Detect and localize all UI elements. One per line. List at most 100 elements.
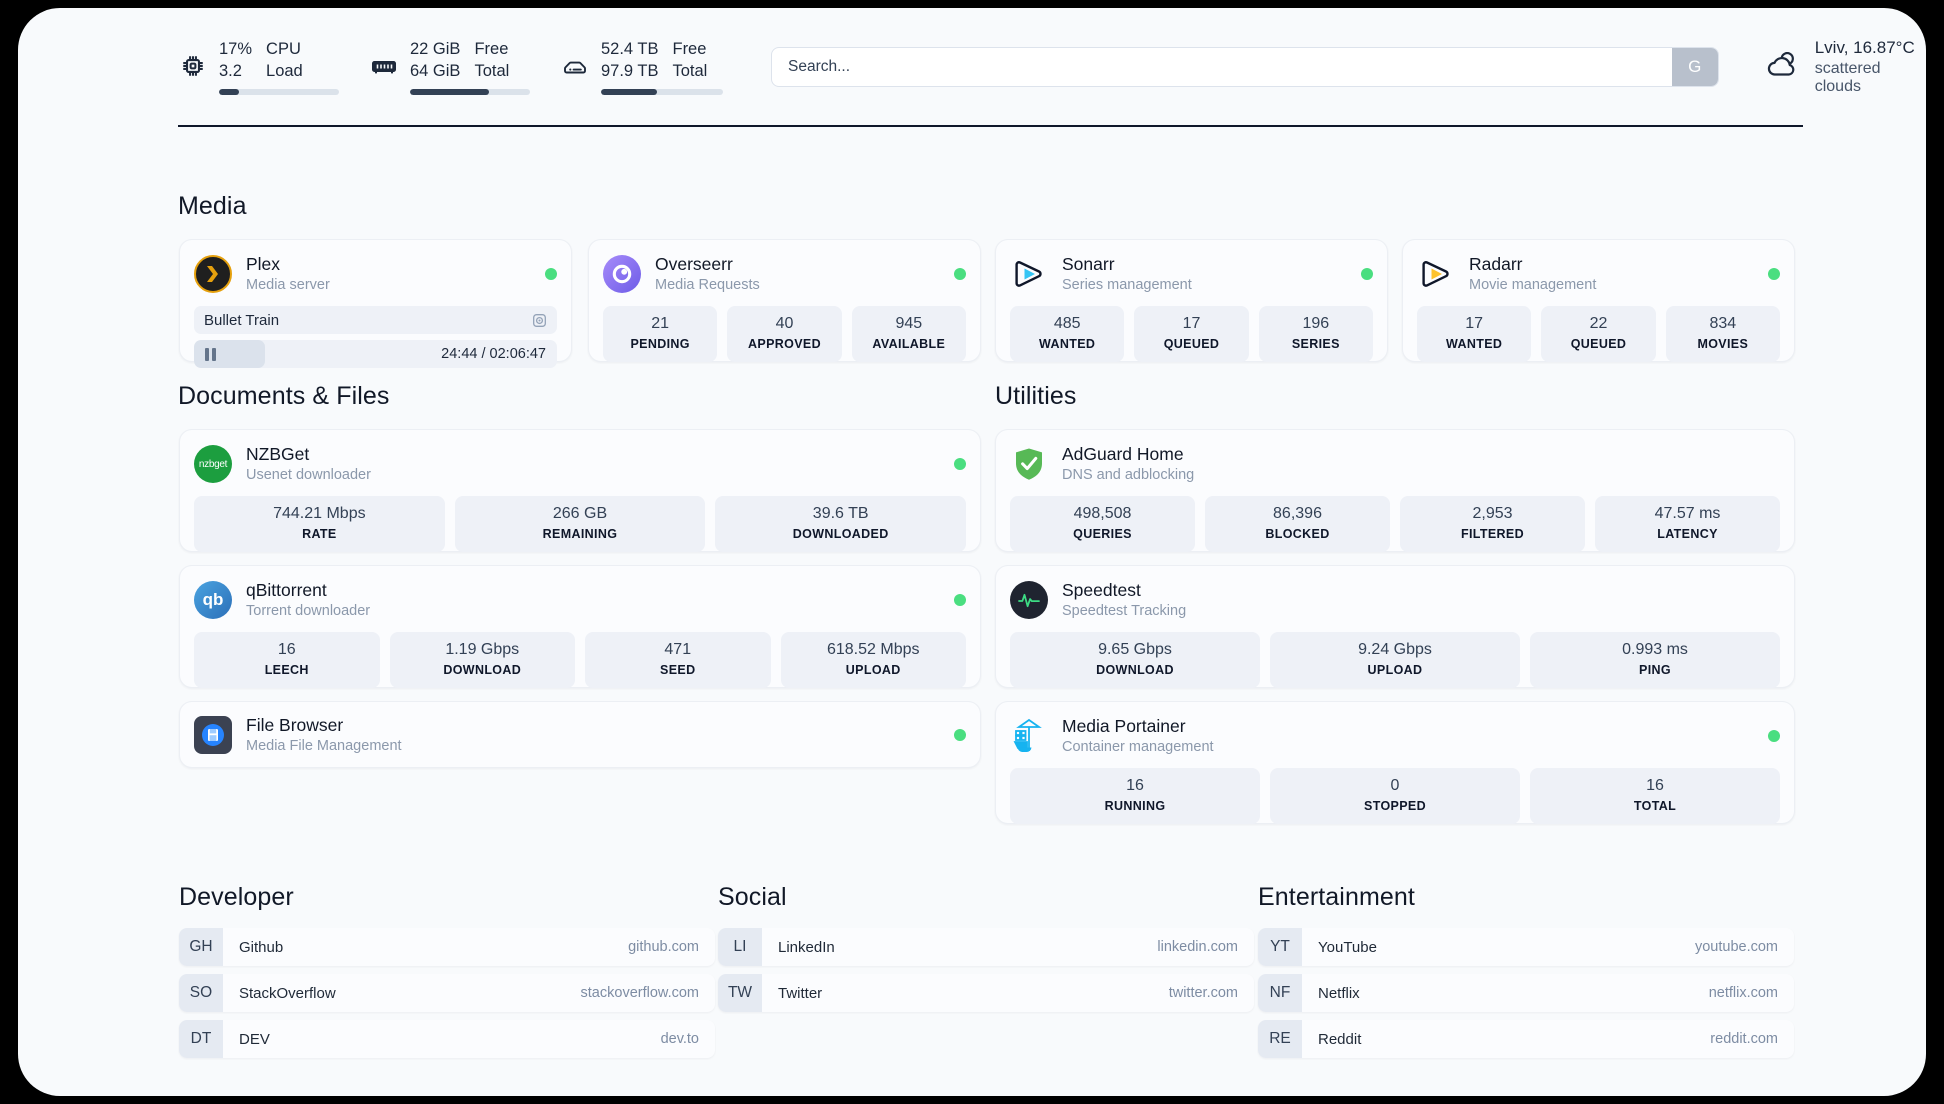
portainer-stopped-value: 0 (1390, 777, 1400, 794)
dev-url: dev.to (660, 1031, 699, 1047)
overseerr-approved-label: APPROVED (748, 337, 821, 351)
portainer-stats: 16 RUNNING 0 STOPPED 16 TOTAL (1010, 768, 1780, 824)
plex-progress-bar[interactable]: 24:44 / 02:06:47 (194, 340, 557, 368)
speedtest-upload-value: 9.24 Gbps (1358, 641, 1432, 658)
stat-latency: 47.57 ms LATENCY (1595, 496, 1780, 552)
portainer-name: Media Portainer (1062, 716, 1186, 736)
netflix-url: netflix.com (1708, 985, 1778, 1001)
stat-approved: 40 APPROVED (727, 306, 842, 362)
filebrowser-icon (194, 715, 232, 754)
bookmark-twitter[interactable]: TW Twitter twitter.com (718, 974, 1254, 1012)
plex-now-playing-title: Bullet Train (204, 311, 280, 329)
card-speedtest[interactable]: Speedtest Speedtest Tracking 9.65 Gbps D… (995, 565, 1795, 688)
qbittorrent-leech-value: 16 (277, 641, 296, 658)
disk-total-label: Total (672, 62, 708, 80)
stat-ping: 0.993 ms PING (1530, 632, 1780, 688)
bookmark-stackoverflow[interactable]: SO StackOverflow stackoverflow.com (179, 974, 715, 1012)
social-title: Social (718, 883, 787, 911)
search-input[interactable] (772, 48, 1672, 86)
documents-section-title-wrap: Documents & Files (178, 382, 390, 411)
dashboard-page: 17% 3.2 CPU Load (18, 8, 1926, 1096)
card-sonarr[interactable]: Sonarr Series management 485 WANTED 17 Q… (995, 239, 1388, 362)
stackoverflow-url: stackoverflow.com (580, 985, 699, 1001)
card-radarr[interactable]: Radarr Movie management 17 WANTED 22 QUE… (1402, 239, 1795, 362)
sonarr-stats: 485 WANTED 17 QUEUED 196 SERIES (1010, 306, 1373, 362)
bookmark-youtube[interactable]: YT YouTube youtube.com (1258, 928, 1794, 966)
search-engine-button[interactable]: G (1671, 48, 1718, 86)
overseerr-text: Overseerr Media Requests (655, 253, 760, 295)
sonarr-status-dot (1361, 268, 1373, 280)
portainer-running-label: RUNNING (1104, 799, 1166, 813)
bookmark-dev[interactable]: DT DEV dev.to (179, 1020, 715, 1058)
youtube-badge: YT (1258, 928, 1302, 966)
social-list: LI LinkedIn linkedin.com TW Twitter twit… (718, 928, 1254, 1012)
netflix-name: Netflix (1318, 984, 1360, 1002)
adguard-latency-label: LATENCY (1657, 527, 1718, 541)
radarr-movies-value: 834 (1709, 315, 1737, 332)
youtube-url: youtube.com (1694, 939, 1778, 955)
nzbget-stats: 744.21 Mbps RATE 266 GB REMAINING 39.6 T… (194, 496, 967, 552)
plex-desc: Media server (246, 277, 330, 293)
radarr-queued-label: QUEUED (1570, 337, 1627, 351)
adguard-blocked-label: BLOCKED (1265, 527, 1330, 541)
overseerr-approved-value: 40 (775, 315, 794, 332)
qbittorrent-download-value: 1.19 Gbps (445, 641, 520, 658)
linkedin-name: LinkedIn (778, 938, 835, 956)
card-filebrowser[interactable]: File Browser Media File Management (179, 701, 981, 768)
stat-series: 196 SERIES (1258, 306, 1373, 362)
stackoverflow-name: StackOverflow (239, 984, 336, 1002)
search-bar[interactable]: G (771, 47, 1719, 87)
filebrowser-status-dot (954, 728, 966, 741)
media-section-title-wrap: Media (178, 192, 247, 221)
weather-description: scattered clouds (1814, 60, 1881, 95)
cloud-icon (1763, 52, 1801, 82)
weather-widget: Lviv, 16.87°C scattered clouds (1763, 38, 1926, 96)
card-portainer[interactable]: Media Portainer Container management 16 … (995, 701, 1795, 824)
disk-widget-body: 52.4 TB 97.9 TB Free Total (601, 39, 723, 95)
stat-downloaded: 39.6 TB DOWNLOADED (715, 496, 967, 552)
sonarr-series-value: 196 (1302, 315, 1330, 332)
sonarr-wanted-value: 485 (1053, 315, 1081, 332)
nzbget-rate-value: 744.21 Mbps (273, 505, 366, 522)
card-overseerr[interactable]: Overseerr Media Requests 21 PENDING 40 A… (588, 239, 981, 362)
bookmark-linkedin[interactable]: LI LinkedIn linkedin.com (718, 928, 1254, 966)
overseerr-stats: 21 PENDING 40 APPROVED 945 AVAILABLE (603, 306, 966, 362)
stat-stopped: 0 STOPPED (1270, 768, 1520, 824)
card-nzbget[interactable]: nzbget NZBGet Usenet downloader 744.21 M… (179, 429, 981, 552)
card-adguard[interactable]: AdGuard Home DNS and adblocking 498,508 … (995, 429, 1795, 552)
memory-free-label: Free (474, 40, 509, 58)
nzbget-header: nzbget NZBGet Usenet downloader (194, 443, 966, 485)
overseerr-pending-label: PENDING (630, 337, 690, 351)
card-qbittorrent[interactable]: qb qBittorrent Torrent downloader 16 LEE… (179, 565, 981, 688)
adguard-blocked-value: 86,396 (1273, 505, 1322, 522)
stat-filtered: 2,953 FILTERED (1400, 496, 1585, 552)
speedtest-stats: 9.65 Gbps DOWNLOAD 9.24 Gbps UPLOAD 0.99… (1010, 632, 1780, 688)
stat-total: 16 TOTAL (1530, 768, 1780, 824)
bookmark-netflix[interactable]: NF Netflix netflix.com (1258, 974, 1794, 1012)
bookmark-github[interactable]: GH Github github.com (179, 928, 715, 966)
overseerr-available-value: 945 (895, 315, 923, 332)
adguard-shield-icon (1010, 445, 1048, 483)
cast-icon[interactable] (532, 313, 547, 328)
developer-list: GH Github github.com SO StackOverflow st… (179, 928, 715, 1058)
entertainment-list: YT YouTube youtube.com NF Netflix netfli… (1258, 928, 1794, 1058)
bookmark-reddit[interactable]: RE Reddit reddit.com (1258, 1020, 1794, 1058)
stat-upload: 618.52 Mbps UPLOAD (780, 632, 966, 688)
adguard-queries-label: QUERIES (1073, 527, 1132, 541)
overseerr-desc: Media Requests (655, 277, 760, 293)
qbittorrent-seed-label: SEED (660, 663, 696, 677)
overseerr-pending-value: 21 (651, 315, 670, 332)
portainer-status-dot (1768, 730, 1780, 742)
filebrowser-desc: Media File Management (246, 737, 402, 754)
pause-icon[interactable] (205, 347, 216, 361)
disk-usage-bar (601, 89, 723, 95)
qbittorrent-upload-label: UPLOAD (845, 663, 901, 677)
stackoverflow-badge: SO (179, 974, 223, 1012)
disk-free-label: Free (672, 40, 707, 58)
bookmark-group-developer: Developer GH Github github.com SO StackO… (179, 883, 715, 1058)
qbittorrent-text: qBittorrent Torrent downloader (246, 579, 370, 621)
card-plex[interactable]: Plex Media server Bullet Train 24:44 / 0… (179, 239, 572, 368)
memory-widget: 22 GiB 64 GiB Free Total (369, 39, 530, 95)
adguard-queries-value: 498,508 (1073, 505, 1132, 522)
documents-section-title: Documents & Files (178, 382, 390, 410)
